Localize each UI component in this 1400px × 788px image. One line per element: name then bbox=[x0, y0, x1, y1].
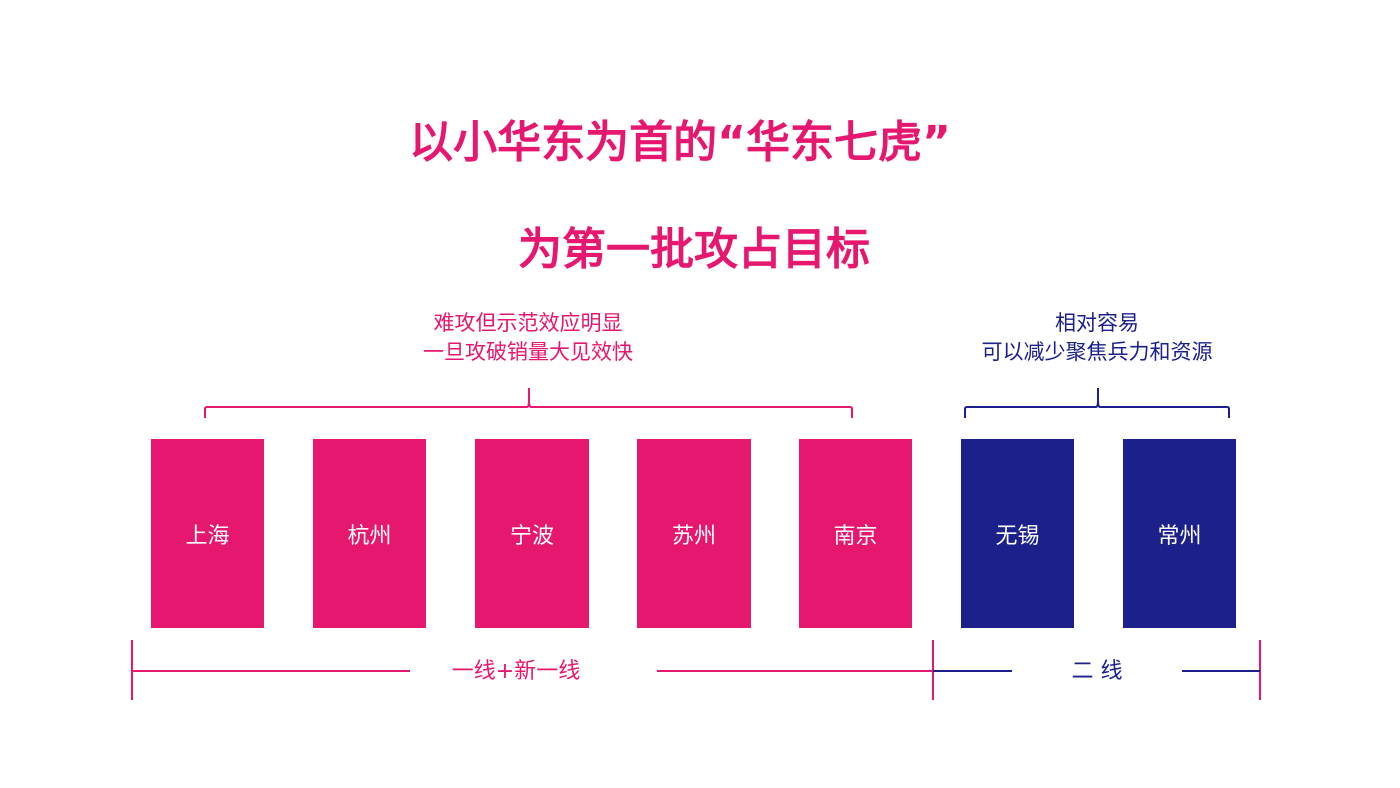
second-group-note: 相对容易 可以减少聚焦兵力和资源 bbox=[897, 309, 1297, 367]
second-group-note-line-1: 相对容易 bbox=[1055, 311, 1139, 335]
city-box-changzhou: 常州 bbox=[1123, 439, 1236, 628]
city-box-wuxi: 无锡 bbox=[961, 439, 1074, 628]
city-label: 常州 bbox=[1157, 523, 1202, 549]
city-box-ningbo: 宁波 bbox=[475, 439, 589, 628]
title-line-1: 以小华东为首的“华东七虎” bbox=[409, 117, 951, 168]
city-label: 南京 bbox=[833, 523, 878, 549]
first-group-brace bbox=[204, 388, 853, 418]
first-group-note: 难攻但示范效应明显 一旦攻破销量大见效快 bbox=[328, 309, 728, 367]
city-label: 苏州 bbox=[671, 523, 716, 549]
city-box-suzhou: 苏州 bbox=[637, 439, 751, 628]
city-box-nanjing: 南京 bbox=[799, 439, 912, 628]
title-line-2: 为第一批攻占目标 bbox=[518, 224, 870, 275]
city-label: 上海 bbox=[185, 523, 230, 549]
first-group-note-line-2: 一旦攻破销量大见效快 bbox=[423, 340, 633, 364]
city-label: 杭州 bbox=[347, 523, 392, 549]
city-label: 宁波 bbox=[509, 523, 554, 549]
second-tier-label: 二 线 bbox=[1071, 659, 1123, 684]
city-box-shanghai: 上海 bbox=[151, 439, 264, 628]
second-group-brace bbox=[964, 388, 1230, 418]
city-box-hangzhou: 杭州 bbox=[313, 439, 426, 628]
first-tier-label: 一线+新一线 bbox=[451, 659, 581, 684]
first-group-note-line-1: 难攻但示范效应明显 bbox=[433, 311, 623, 335]
second-group-note-line-2: 可以减少聚焦兵力和资源 bbox=[981, 340, 1213, 364]
city-label: 无锡 bbox=[995, 523, 1040, 549]
